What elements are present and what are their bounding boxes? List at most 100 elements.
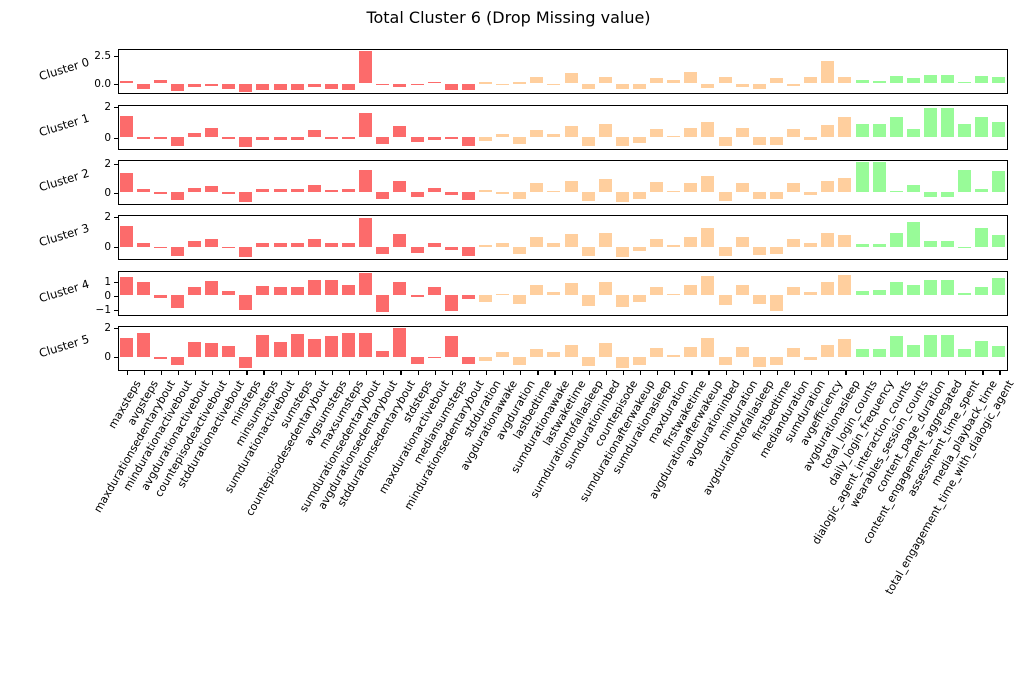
bar-maxsumsteps [342, 83, 356, 91]
ylabel-cluster-1: Cluster 1 [37, 110, 91, 139]
y-tick-mark [114, 192, 118, 194]
bar-maxduration [667, 79, 681, 84]
bar-avgdurationasleep [838, 338, 852, 357]
ylabel-cluster-2: Cluster 2 [37, 165, 91, 194]
bar-countepisode [615, 192, 629, 203]
bar-medianduration [787, 348, 801, 357]
x-tick-mark [366, 371, 368, 375]
x-tick-mark [708, 371, 710, 375]
x-tick-mark [588, 371, 590, 375]
bar-avgdurationawake [496, 134, 510, 138]
bar-mediansumsteps [444, 246, 458, 250]
bar-sumdurationinbed [598, 77, 612, 84]
bar-sumdurationawake [547, 243, 561, 247]
x-tick-mark [913, 371, 916, 375]
bar-medianduration [787, 183, 801, 193]
bar-avgdurationtofallasleep [752, 295, 766, 304]
bar-avgefficiency [821, 125, 835, 138]
x-tick-mark [674, 371, 676, 375]
y-tick-mark [114, 163, 118, 165]
bar-mindurationactivebout [170, 246, 184, 256]
bar-avgdurationawake [496, 243, 510, 247]
x-tick-mark [982, 371, 984, 375]
x-tick-mark [263, 371, 265, 375]
bar-countepisodeactivebout [205, 128, 219, 138]
bar-stdduration [478, 295, 492, 303]
bar-stddurationsedentarybout [393, 125, 407, 138]
bar-maxsumsteps [342, 284, 356, 296]
bar-avgsumsteps [324, 279, 338, 296]
bar-avgsteps [136, 188, 150, 193]
x-tick-mark [605, 371, 607, 375]
bar-avgdurationasleep [838, 177, 852, 193]
x-tick-mark [314, 371, 316, 375]
bar-sumdurationinbed [598, 281, 612, 296]
bar-lastwaketime [564, 283, 578, 296]
bar-media_playback_time [975, 340, 989, 357]
bar-lastbedtime [530, 237, 544, 247]
bar-sumdurationasleep [650, 128, 664, 138]
bar-minduration [735, 346, 749, 357]
bar-daily_login_frequency [872, 161, 886, 193]
bar-sumdurationafterwakeup [633, 295, 647, 303]
y-tick-label: −1 [95, 303, 111, 316]
bar-avgdurationactivebout [188, 83, 202, 88]
bar-total_engagement_time_with_dialogic_agent [992, 122, 1006, 138]
bar-maxdurationactivebout [427, 137, 441, 141]
bar-firstwaketime [684, 346, 698, 357]
y-tick-label: 2 [104, 322, 111, 335]
bar-content_engagement_aggregated [941, 107, 955, 138]
subplot-cluster-4 [118, 271, 1008, 316]
bar-minsteps [239, 192, 253, 202]
bar-avgdurationasleep [838, 116, 852, 138]
bar-mindurationactivebout [170, 137, 184, 147]
bar-maxsumsteps [342, 189, 356, 193]
bar-content_page_duration [923, 107, 937, 138]
bar-mediansumsteps [444, 192, 458, 196]
bar-avgsteps [136, 137, 150, 139]
bar-minsteps [239, 356, 253, 369]
bar-sumduration [804, 137, 818, 140]
bar-maxdurationactivebout [427, 187, 441, 193]
y-tick-mark [114, 137, 118, 139]
bar-stdsteps [410, 295, 424, 297]
bar-stddurationactivebout [222, 137, 236, 139]
bar-minsteps [239, 246, 253, 258]
bar-sumdurationawake [547, 190, 561, 193]
bar-avgdurationsedentarybout [376, 83, 390, 86]
bar-mindurationsedentarybout [461, 192, 475, 201]
bar-maxdurationactivebout [427, 287, 441, 296]
y-tick-label: 0 [104, 241, 111, 254]
bar-sumsteps [290, 137, 304, 140]
bar-sumduration [804, 243, 818, 247]
bar-avgdurationtofallasleep [752, 356, 766, 367]
x-tick-mark [811, 371, 813, 375]
ylabel-cluster-0: Cluster 0 [37, 54, 91, 83]
bar-mindurationsedentarybout [461, 137, 475, 146]
bar-sumduration [804, 77, 818, 84]
bar-avgsumsteps [324, 137, 338, 139]
bar-content_engagement_aggregated [941, 279, 955, 296]
x-tick-mark [229, 371, 231, 375]
bar-sumdurationafterwakeup [633, 83, 647, 89]
bar-mediansumsteps [444, 83, 458, 90]
bar-lastbedtime [530, 349, 544, 357]
bar-sumduration [804, 356, 818, 360]
bar-avgdurationawake [496, 83, 510, 86]
x-tick-mark [160, 371, 162, 375]
bar-minsumsteps [256, 83, 270, 91]
x-tick-mark [879, 371, 881, 375]
bar-countepisode [615, 295, 629, 308]
y-tick-mark [114, 328, 118, 330]
bar-countepisodeactivebout [205, 83, 219, 86]
bar-avgduration [513, 246, 527, 255]
bar-avgdurationafterwakeup [701, 122, 715, 138]
bar-avgdurationinbed [718, 76, 732, 84]
bar-maxduration [667, 245, 681, 247]
y-tick-label: 0 [104, 131, 111, 144]
bar-avgdurationsedentarybout [376, 350, 390, 357]
x-tick-mark [742, 371, 744, 375]
bar-maxduration [667, 293, 681, 296]
bar-avgdurationafterwakeup [701, 176, 715, 193]
